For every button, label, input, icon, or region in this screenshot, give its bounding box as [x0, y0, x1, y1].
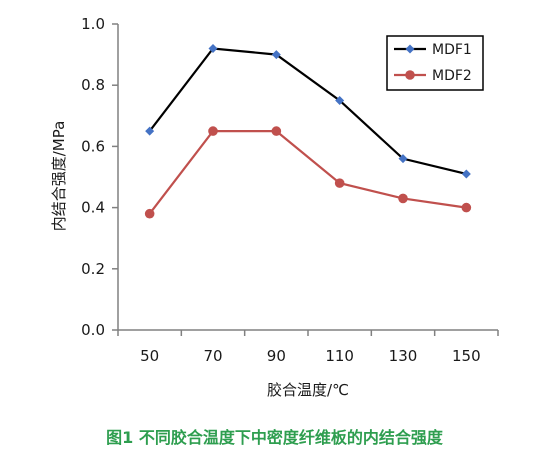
y-tick-label: 0.0 [81, 321, 105, 339]
series-mdf2 [144, 126, 472, 219]
legend-items: MDF1 MDF2 [394, 42, 472, 84]
x-axis-title: 胶合温度/℃ [267, 381, 349, 399]
legend-label: MDF2 [432, 68, 472, 84]
data-point [271, 126, 282, 136]
y-tick-label: 0.4 [81, 199, 105, 217]
legend-item-mdf2: MDF2 [394, 68, 472, 84]
data-point [208, 43, 218, 53]
data-point [334, 178, 345, 188]
legend-marker [405, 44, 415, 54]
x-axis-ticks: 50 70 90 110 130 150 [117, 330, 499, 365]
y-axis-ticks: 0.0 0.2 0.4 0.6 0.8 1.0 [81, 15, 118, 339]
x-tick-label: 90 [267, 347, 286, 365]
data-point [461, 202, 472, 213]
series-layer [144, 43, 472, 219]
data-point [208, 126, 218, 136]
y-tick-label: 0.2 [81, 260, 105, 278]
series-mdf1 [145, 43, 471, 179]
data-point [398, 154, 408, 164]
x-tick-label: 70 [203, 347, 222, 365]
data-point [271, 50, 281, 60]
data-point [145, 126, 155, 136]
data-point [144, 208, 155, 219]
figure-caption: 图1 不同胶合温度下中密度纤维板的内结合强度 [106, 428, 443, 447]
y-tick-label: 1.0 [81, 15, 105, 33]
legend-box [386, 35, 484, 91]
y-tick-label: 0.6 [81, 137, 105, 155]
x-tick-label: 50 [140, 347, 159, 365]
legend: MDF1 MDF2 [386, 35, 484, 91]
x-tick-label: 130 [389, 347, 418, 365]
series-line [148, 47, 467, 176]
x-tick-label: 150 [452, 347, 481, 365]
data-point [335, 96, 345, 105]
legend-label: MDF1 [432, 42, 472, 58]
legend-item-mdf1: MDF1 [394, 42, 472, 58]
y-tick-label: 0.8 [81, 76, 105, 94]
x-tick-label: 110 [325, 347, 354, 365]
data-point [461, 169, 471, 179]
legend-marker [405, 70, 415, 80]
y-axis-title: 内结合强度/MPa [50, 121, 68, 232]
data-point [398, 193, 408, 204]
series-line [148, 130, 467, 215]
